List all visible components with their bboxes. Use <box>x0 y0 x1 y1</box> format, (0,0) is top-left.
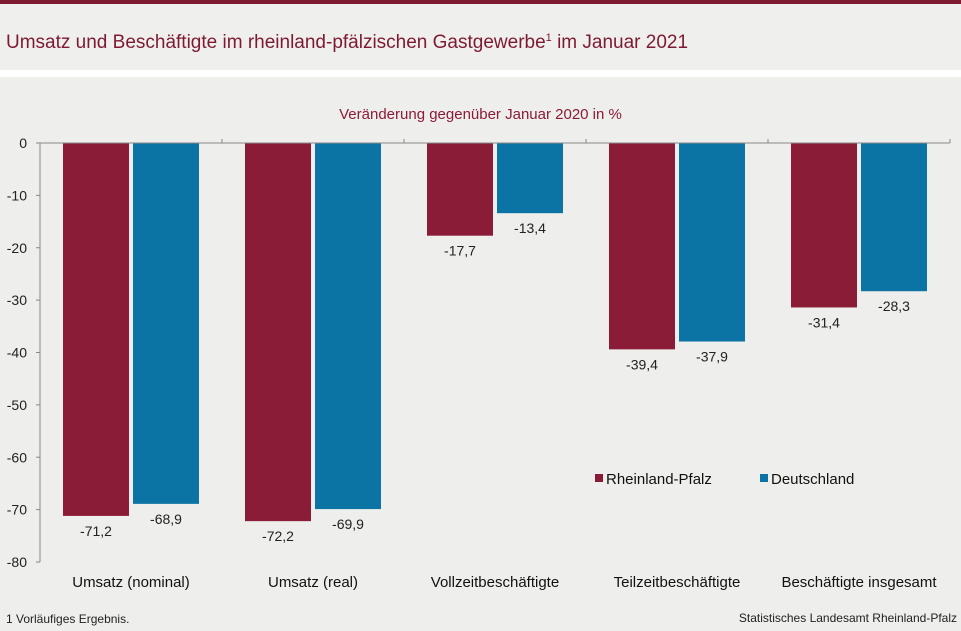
page-title: Umsatz und Beschäftigte im rheinland-pfä… <box>6 32 689 53</box>
bar-deutschland <box>861 143 927 292</box>
chart-subtitle: Veränderung gegenüber Januar 2020 in % <box>339 106 622 123</box>
bar-deutschland <box>315 143 381 510</box>
x-tick-label: Vollzeitbeschäftigte <box>431 574 559 591</box>
bar-deutschland <box>497 143 563 214</box>
legend-swatch <box>595 474 603 482</box>
legend-label: Deutschland <box>771 471 854 488</box>
data-label: -72,2 <box>262 528 294 544</box>
data-label: -71,2 <box>80 523 112 539</box>
bar-rheinland-pfalz <box>63 143 129 516</box>
header: Umsatz und Beschäftigte im rheinland-pfä… <box>0 4 961 70</box>
legend-label: Rheinland-Pfalz <box>606 471 712 488</box>
bar-rheinland-pfalz <box>427 143 493 236</box>
header-separator <box>0 70 961 77</box>
bar-deutschland <box>133 143 199 504</box>
x-tick-label: Umsatz (real) <box>268 574 358 591</box>
bar-rheinland-pfalz <box>791 143 857 308</box>
x-tick-label: Beschäftigte insgesamt <box>781 574 937 591</box>
x-tick-label: Umsatz (nominal) <box>72 574 190 591</box>
y-tick-label: -20 <box>7 240 27 256</box>
y-tick-label: -60 <box>7 449 27 465</box>
y-tick-label: 0 <box>19 135 27 151</box>
y-tick-label: -70 <box>7 502 27 518</box>
data-label: -28,3 <box>878 298 910 314</box>
bar-rheinland-pfalz <box>609 143 675 350</box>
bar-deutschland <box>679 143 745 342</box>
legend-swatch <box>760 474 768 482</box>
data-label: -37,9 <box>696 349 728 365</box>
footnote: 1 Vorläufiges Ergebnis. <box>6 612 130 626</box>
data-label: -31,4 <box>808 314 840 330</box>
data-label: -69,9 <box>332 516 364 532</box>
y-tick-label: -30 <box>7 292 27 308</box>
data-label: -13,4 <box>514 220 546 236</box>
y-tick-label: -80 <box>7 554 27 570</box>
source-note: Statistisches Landesamt Rheinland-Pfalz <box>738 611 957 625</box>
y-tick-label: -50 <box>7 397 27 413</box>
y-tick-label: -10 <box>7 187 27 203</box>
data-label: -68,9 <box>150 511 182 527</box>
y-tick-label: -40 <box>7 345 27 361</box>
x-tick-label: Teilzeitbeschäftigte <box>614 574 741 591</box>
data-label: -39,4 <box>626 356 658 372</box>
title-footnote-marker: 1 <box>545 32 552 44</box>
bar-rheinland-pfalz <box>245 143 311 522</box>
data-label: -17,7 <box>444 243 476 259</box>
top-accent-bar <box>0 0 961 4</box>
